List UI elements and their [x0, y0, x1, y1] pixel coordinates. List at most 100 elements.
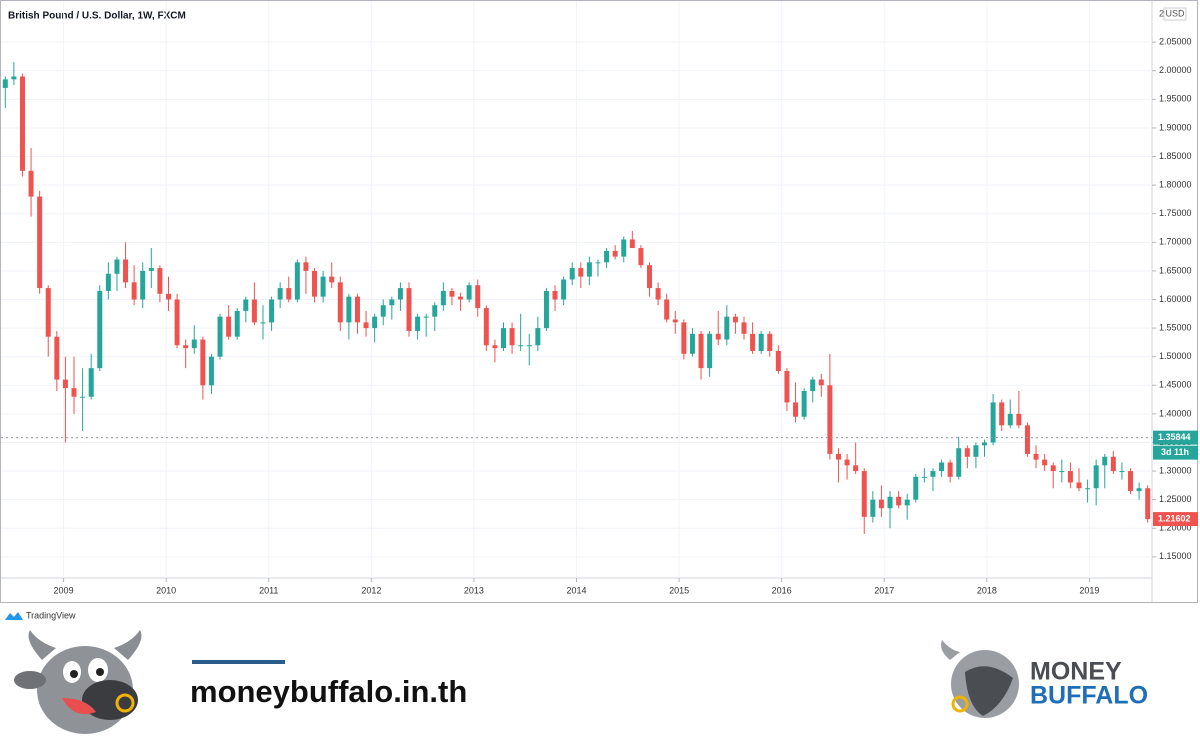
candle-body — [243, 299, 249, 311]
price-label: 1.35844 — [1158, 432, 1191, 442]
candle-body — [354, 296, 360, 323]
provider-label: TradingView — [26, 610, 76, 620]
x-tick-label: 2017 — [874, 585, 894, 595]
candle-body — [449, 290, 455, 297]
candle-body — [853, 465, 859, 472]
horn — [28, 630, 56, 660]
candle-body — [750, 333, 756, 351]
candle-body — [1076, 482, 1082, 489]
countdown-label: 3d 11h — [1161, 447, 1189, 457]
candle-body — [11, 76, 17, 80]
currency-box — [1163, 7, 1187, 21]
candle-body — [269, 299, 275, 323]
candle-body — [518, 345, 524, 347]
candle-body — [397, 288, 403, 300]
candle-body — [277, 288, 283, 300]
candle-body — [672, 319, 678, 323]
candle-body — [312, 270, 318, 297]
candle-body — [999, 402, 1005, 426]
logo-horn — [941, 640, 960, 660]
x-tick-label: 2014 — [566, 585, 586, 595]
candle-body — [37, 196, 43, 289]
y-tick-label: 1.60000 — [1159, 294, 1192, 304]
candle-body — [604, 250, 610, 263]
candle-body — [569, 268, 575, 280]
candle-body — [217, 316, 223, 357]
candle-body — [1007, 413, 1013, 426]
candle-body — [647, 265, 653, 289]
candle-body — [54, 336, 60, 380]
candle-body — [1128, 471, 1134, 492]
candle-body — [183, 345, 189, 349]
candle-body — [1110, 456, 1116, 472]
candle-body — [466, 285, 472, 300]
candle-body — [234, 310, 240, 337]
candle-body — [458, 296, 464, 300]
candle-body — [294, 262, 300, 300]
candle-body — [2, 79, 8, 88]
y-tick-label: 1.95000 — [1159, 94, 1192, 104]
candle-body — [165, 293, 171, 300]
candle-body — [1042, 459, 1048, 466]
candle-body — [982, 442, 988, 446]
tv-icon — [5, 612, 23, 620]
candle-body — [483, 308, 489, 346]
website: moneybuffalo.in.th — [190, 674, 467, 709]
candle-body — [1050, 465, 1056, 472]
y-tick-label: 2.05000 — [1159, 37, 1192, 47]
x-tick-label: 2016 — [772, 585, 792, 595]
candle-body — [578, 268, 584, 277]
y-tick-label: 1.90000 — [1159, 122, 1192, 132]
candle-body — [1033, 453, 1039, 460]
candle-body — [689, 333, 695, 354]
candle-body — [1016, 413, 1022, 426]
brand-line1: MONEY — [1030, 658, 1122, 686]
candle-body — [595, 262, 601, 264]
candle-body — [432, 305, 438, 317]
candle-body — [964, 448, 970, 457]
candle-body — [939, 462, 945, 472]
candle-body — [423, 316, 429, 318]
pupil — [70, 670, 78, 678]
axis-labels: 1.150001.200001.250001.300001.350001.400… — [54, 37, 1198, 595]
candle-body — [681, 322, 687, 354]
candle-body — [732, 316, 738, 323]
candle-body — [973, 445, 979, 457]
candle-body — [526, 345, 532, 347]
candle-body — [157, 268, 163, 294]
candle-body — [329, 276, 335, 283]
candle-body — [389, 299, 395, 306]
candle-body — [707, 333, 713, 369]
y-tick-label: 1.50000 — [1159, 351, 1192, 361]
candle-body — [80, 396, 86, 398]
candle-body — [440, 290, 446, 306]
candles — [1, 62, 1152, 534]
candle-body — [793, 402, 799, 417]
candle-body — [835, 453, 841, 460]
candle-body — [741, 322, 747, 334]
y-tick-label: 1.55000 — [1159, 322, 1192, 332]
candle-body — [251, 299, 257, 323]
candle-body — [140, 270, 146, 300]
candle-body — [174, 299, 180, 346]
candle-body — [947, 462, 953, 477]
candle-body — [1059, 471, 1065, 473]
candle-body — [45, 288, 51, 337]
candle-body — [1067, 471, 1073, 483]
candle-body — [724, 316, 730, 340]
candle-body — [1085, 488, 1091, 490]
candle-body — [861, 471, 867, 517]
candle-body — [698, 333, 704, 369]
candle-body — [200, 339, 206, 386]
candle-body — [114, 259, 120, 274]
x-tick-label: 2011 — [259, 585, 278, 595]
last-price-label: 1.21602 — [1158, 513, 1191, 523]
chart-title: British Pound / U.S. Dollar, 1W, FXCM — [8, 11, 186, 22]
y-tick-label: 2.00000 — [1159, 65, 1192, 75]
candle-body — [767, 333, 773, 351]
candle-body — [878, 499, 884, 509]
candle-body — [363, 322, 369, 329]
y-tick-label: 1.20000 — [1159, 523, 1192, 533]
candle-body — [88, 368, 94, 397]
horn — [114, 630, 142, 660]
